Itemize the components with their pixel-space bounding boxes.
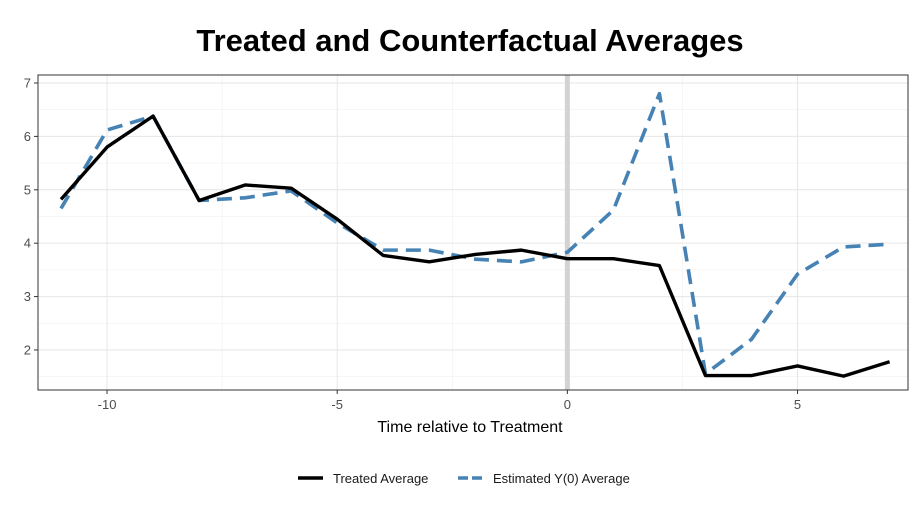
legend-label-treated-average: Treated Average [333, 471, 428, 486]
x-tick-label: 5 [794, 397, 801, 412]
y-tick-label: 2 [24, 342, 31, 357]
y-tick-label: 4 [24, 236, 31, 251]
y-tick-label: 3 [24, 289, 31, 304]
x-tick-label: -5 [331, 397, 343, 412]
panel-border [37, 74, 909, 391]
plot-panel: -10 -5 0 5 2 3 4 5 6 7 [24, 74, 909, 412]
y-tick-label: 7 [24, 76, 31, 91]
panel-background [38, 75, 908, 390]
series-line-treated-average [59, 114, 891, 378]
x-axis-label: Time relative to Treatment [377, 419, 563, 436]
legend-label-estimated-y-0-average: Estimated Y(0) Average [493, 471, 630, 486]
legend: Treated Average Estimated Y(0) Average [298, 471, 630, 486]
x-tick-label: -10 [98, 397, 117, 412]
x-tick-label: 0 [564, 397, 571, 412]
chart-title: Treated and Counterfactual Averages [196, 23, 743, 58]
y-tick-label: 6 [24, 129, 31, 144]
y-tick-label: 5 [24, 182, 31, 197]
